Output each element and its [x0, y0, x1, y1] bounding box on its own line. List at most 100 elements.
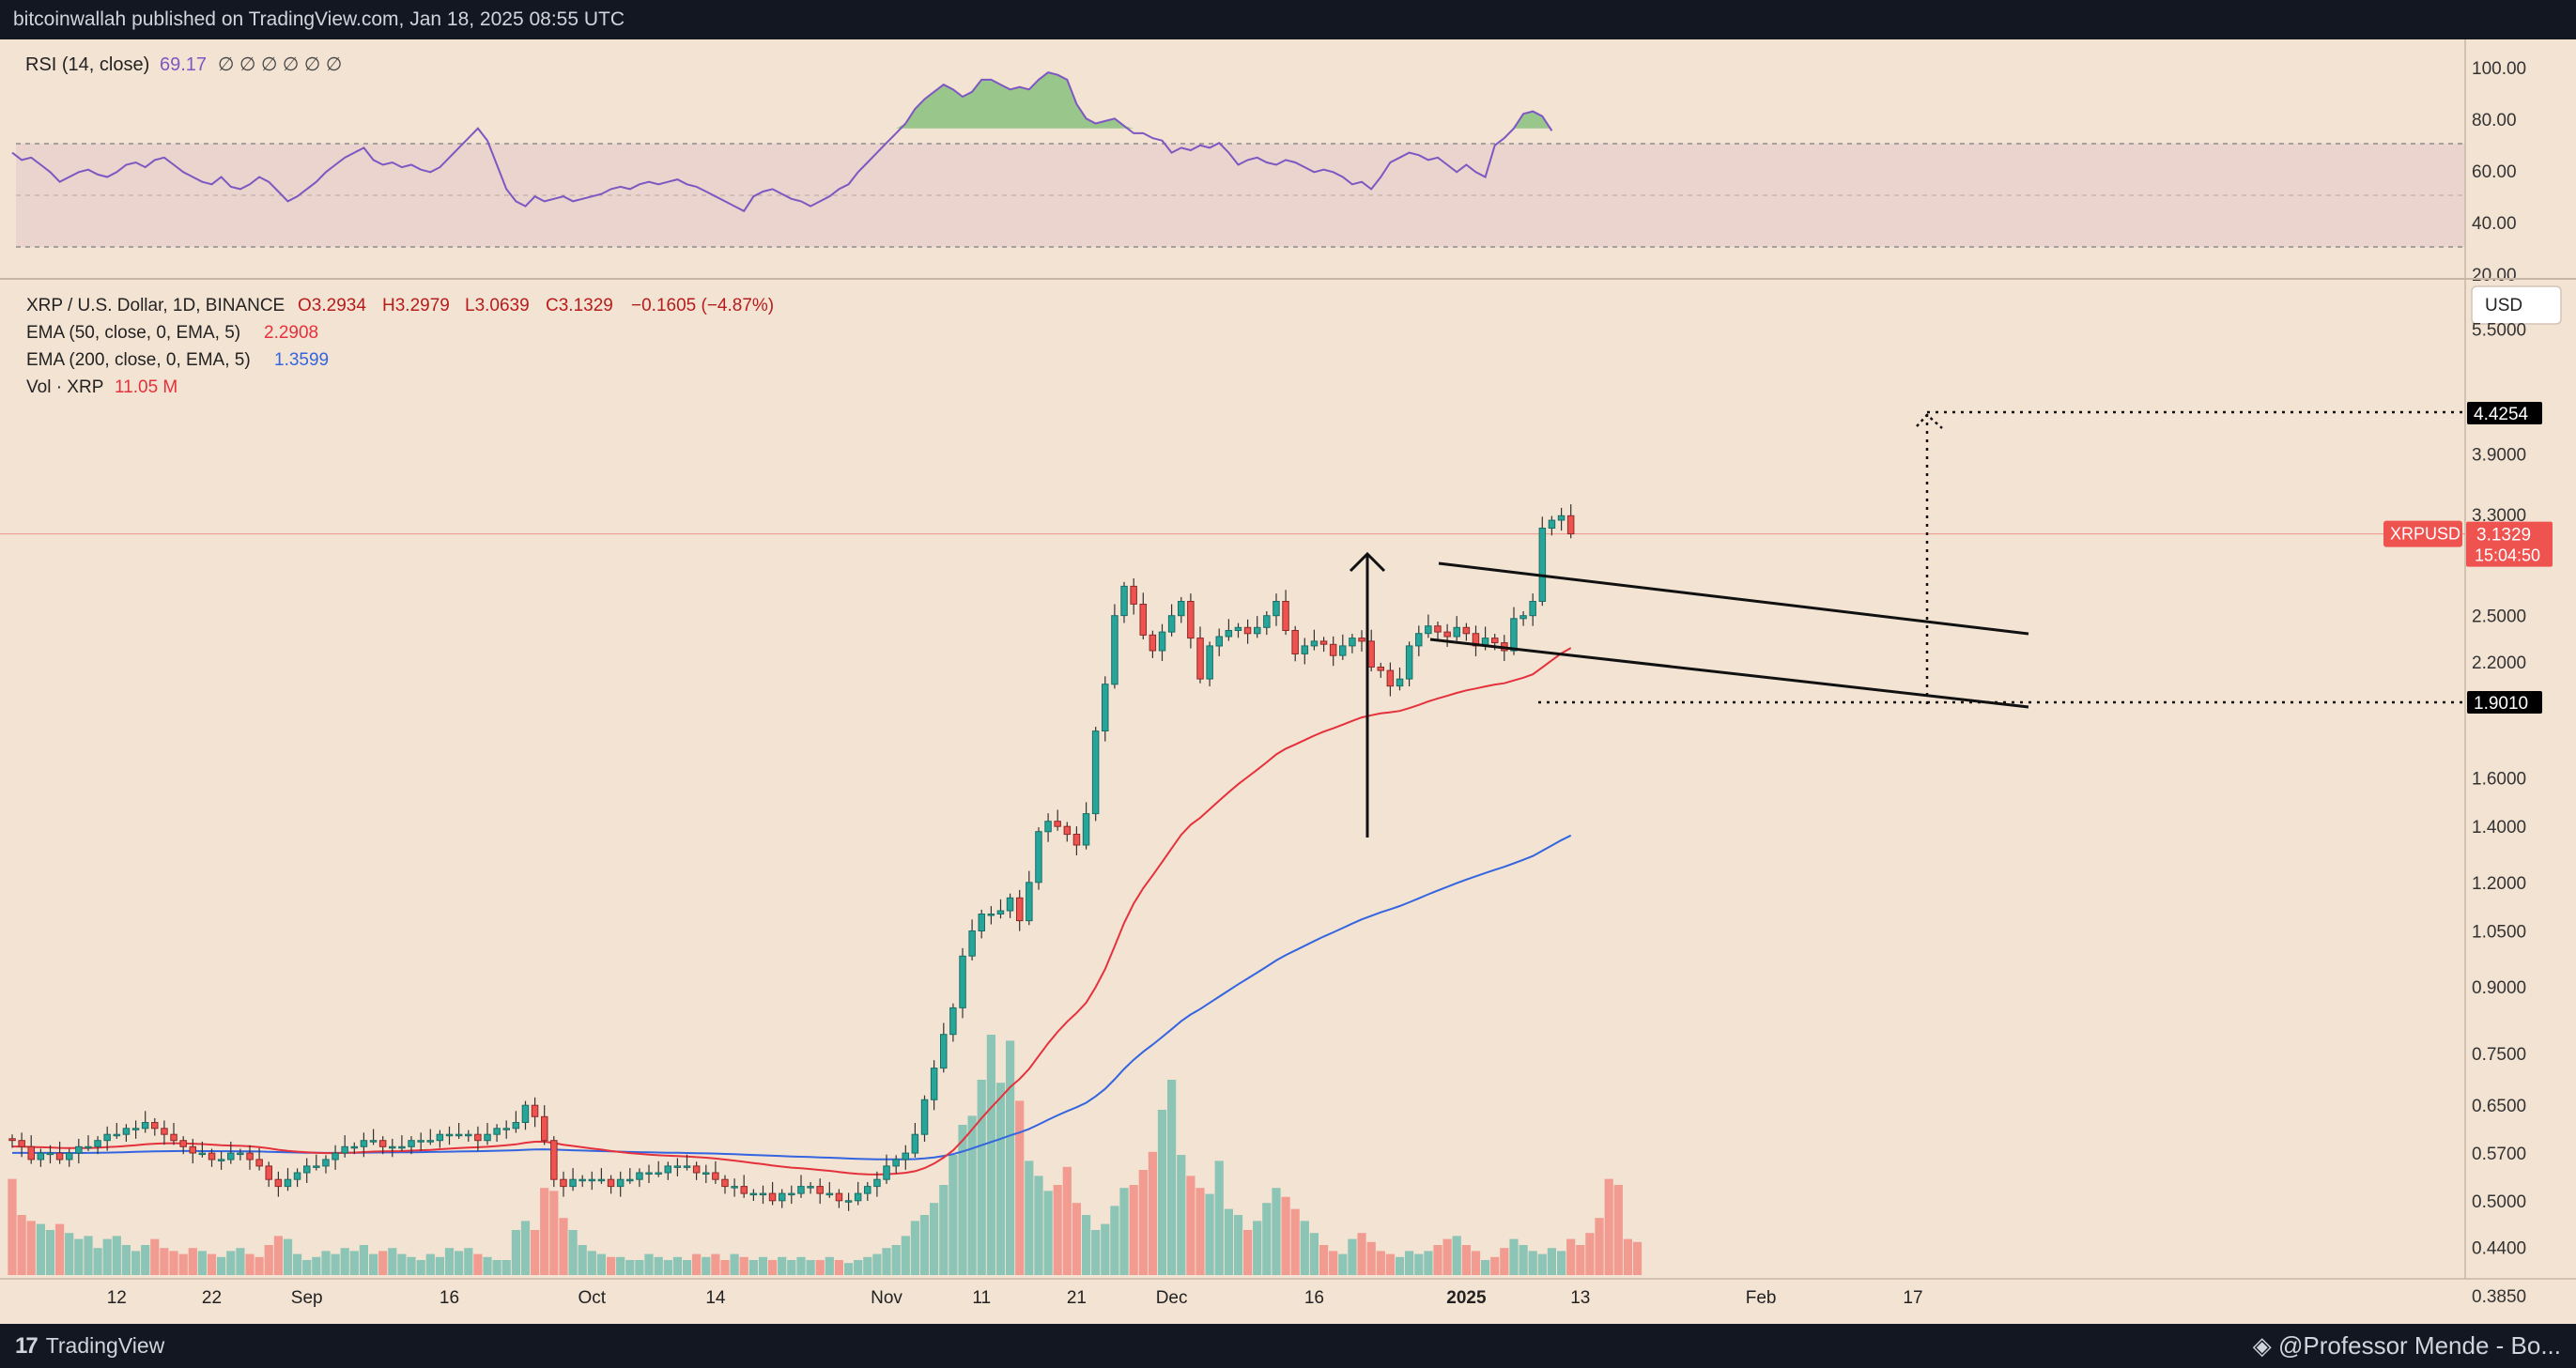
candle: [959, 947, 966, 1019]
volume-bar: [464, 1248, 473, 1275]
candle-body: [560, 1178, 567, 1188]
volume-bar: [1253, 1221, 1262, 1275]
chart-canvas[interactable]: RSI (14, close) 69.17 ∅ ∅ ∅ ∅ ∅ ∅ 100.00…: [0, 39, 2576, 1324]
diamond-icon: ◈: [2252, 1331, 2272, 1360]
volume-bar: [1604, 1178, 1613, 1275]
candle: [626, 1168, 634, 1184]
candle: [1102, 676, 1109, 742]
candle-body: [1291, 630, 1299, 654]
candle: [949, 1003, 957, 1042]
candle-body: [46, 1152, 54, 1156]
volume-bar: [540, 1188, 549, 1275]
candle-body: [217, 1159, 225, 1161]
ema200-legend-label: EMA (200, close, 0, EMA, 5): [26, 350, 251, 370]
volume-bar: [1329, 1251, 1338, 1275]
volume-bar: [1062, 1166, 1072, 1275]
candle-body: [1282, 601, 1289, 631]
volume-bar: [1585, 1233, 1595, 1275]
candle: [844, 1192, 853, 1211]
candle: [1139, 592, 1147, 639]
candle: [1405, 641, 1413, 686]
drawings[interactable]: [1349, 410, 2465, 838]
candle-body: [1349, 638, 1356, 647]
candle: [360, 1132, 368, 1158]
candle: [141, 1111, 149, 1133]
candle-body: [768, 1192, 777, 1202]
volume-bar: [340, 1248, 349, 1275]
candle: [189, 1138, 196, 1164]
ohlc-low: L3.0639: [465, 296, 530, 315]
currency-button[interactable]: [2471, 285, 2562, 325]
candle-body: [131, 1128, 140, 1130]
ema50-legend-value: 2.2908: [264, 323, 318, 343]
candle: [1035, 827, 1042, 890]
candle: [768, 1181, 777, 1206]
candle: [1016, 889, 1024, 931]
candle: [46, 1145, 54, 1164]
candle-body: [1319, 640, 1328, 645]
tradingview-brand[interactable]: 17 TradingView: [15, 1324, 164, 1368]
candle: [1453, 616, 1460, 641]
volume-bar: [293, 1253, 302, 1275]
volume-bar: [891, 1245, 901, 1275]
volume-bar: [910, 1221, 919, 1275]
volume-bar: [682, 1260, 692, 1275]
candle: [1538, 516, 1547, 607]
volume-bar: [578, 1245, 587, 1275]
candle-body: [1453, 626, 1460, 638]
candle-body: [350, 1145, 359, 1149]
flag-lower-trendline[interactable]: [1429, 638, 2029, 709]
volume-bar: [1519, 1245, 1528, 1275]
candle-body: [588, 1178, 596, 1182]
candle-body: [1548, 519, 1556, 529]
candle: [151, 1117, 159, 1136]
candle: [1215, 628, 1223, 656]
candle-body: [788, 1192, 795, 1196]
candle-body: [883, 1165, 890, 1180]
volume-bar: [1119, 1188, 1129, 1275]
volume-bar: [1195, 1188, 1205, 1275]
volume-bar: [1433, 1245, 1442, 1275]
candle-body: [702, 1172, 710, 1175]
volume-bar: [1385, 1253, 1395, 1275]
candle: [911, 1123, 919, 1158]
volume-bar: [1500, 1248, 1509, 1275]
candle-body: [237, 1152, 244, 1156]
candle: [1111, 604, 1118, 689]
volume-bar: [226, 1251, 236, 1275]
volume-legend-value: 11.05 M: [115, 377, 177, 397]
volume-bar: [1214, 1160, 1224, 1275]
candle-body: [864, 1186, 872, 1194]
candle: [1054, 809, 1061, 831]
time-axis[interactable]: 12 22 Sep 16 Oct 14 Nov 11 21 Dec 16 2025 13 Feb 17: [107, 1288, 1923, 1308]
author-credit[interactable]: ◈ @Professor Mende - Bo...: [2253, 1324, 2561, 1368]
candle-body: [959, 955, 966, 1008]
candle: [1443, 623, 1451, 647]
candle: [978, 909, 985, 939]
candle: [332, 1145, 339, 1170]
candle: [1557, 507, 1566, 531]
candle-body: [66, 1152, 73, 1160]
candle: [426, 1129, 434, 1145]
candle-body: [55, 1152, 64, 1160]
price-axis[interactable]: USD 5.5000 3.9000 3.3000 2.5000 2.2000 1.6000…: [2383, 285, 2562, 1307]
candle-body: [179, 1140, 187, 1147]
candle: [560, 1171, 567, 1197]
volume-bar: [1101, 1223, 1110, 1275]
candle: [122, 1124, 131, 1142]
candle: [902, 1145, 909, 1170]
ohlc-close: C3.1329: [546, 296, 613, 315]
candle-body: [85, 1145, 92, 1149]
candle: [550, 1136, 558, 1188]
candle: [217, 1151, 225, 1170]
volume-bar: [787, 1260, 796, 1275]
volume-bar: [160, 1248, 169, 1275]
candle: [920, 1095, 929, 1142]
volume-bar: [1528, 1251, 1537, 1275]
volume-bar: [65, 1233, 74, 1275]
candle: [378, 1136, 387, 1155]
candle-body: [426, 1140, 434, 1143]
candle-body: [835, 1192, 843, 1202]
flag-upper-trendline[interactable]: [1438, 561, 2029, 636]
candle-body: [902, 1152, 909, 1160]
